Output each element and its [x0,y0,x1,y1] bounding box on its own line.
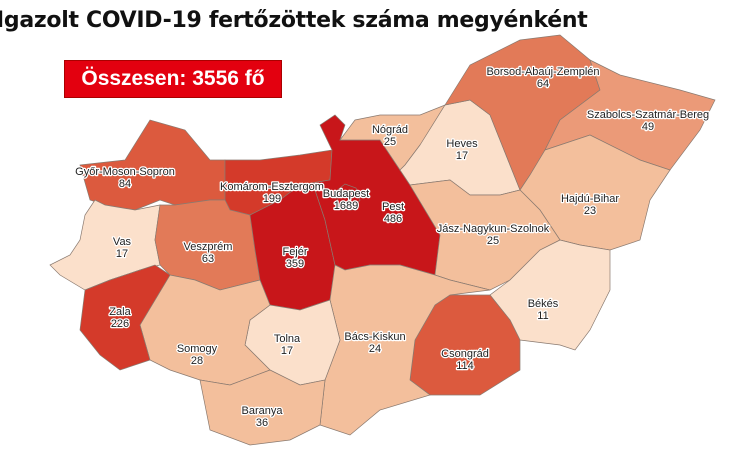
county-value-zala: 226 [111,318,129,330]
county-budapest [334,183,361,211]
county-name-fejer: Fejér [282,246,307,258]
county-value-fejer: 359 [286,258,304,270]
county-name-gyor-moson-sopron: Győr-Moson-Sopron [75,166,175,178]
county-value-heves: 17 [456,150,468,162]
county-value-veszprem: 63 [202,253,214,265]
county-bekes [489,239,611,351]
county-name-somogy: Somogy [177,343,218,355]
county-value-gyor-moson-sopron: 84 [119,178,131,190]
county-name-zala: Zala [109,306,131,318]
county-value-jasz-nagykun-szolnok: 25 [487,235,499,247]
county-value-bacs-kiskun: 24 [369,343,381,355]
county-value-somogy: 28 [191,355,203,367]
county-name-veszprem: Veszprém [184,241,233,253]
county-name-bekes: Békés [528,298,559,310]
county-gyor-moson-sopron [79,119,226,211]
county-value-borsod-abauj-zemplen: 64 [537,78,549,90]
county-name-komarom-esztergom: Komárom-Esztergom [220,181,324,193]
county-value-budapest: 1689 [334,200,358,212]
county-baranya [199,369,326,446]
county-value-szabolcs-szatmar-bereg: 49 [642,121,654,133]
county-value-bekes: 11 [537,310,548,322]
county-value-hajdu-bihar: 23 [584,205,596,217]
county-name-budapest: Budapest [323,188,369,200]
county-name-hajdu-bihar: Hajdú-Bihar [561,193,619,205]
county-name-vas: Vas [113,236,132,248]
county-value-komarom-esztergom: 199 [263,193,281,205]
county-value-nograd: 25 [384,136,396,148]
county-name-csongrad: Csongrád [441,348,489,360]
county-name-szabolcs-szatmar-bereg: Szabolcs-Szatmár-Bereg [587,109,709,121]
county-value-vas: 17 [116,248,128,260]
county-name-nograd: Nógrád [372,124,408,136]
county-value-csongrad: 114 [456,360,474,372]
county-value-baranya: 36 [256,417,268,429]
county-name-baranya: Baranya [242,405,284,417]
county-name-borsod-abauj-zemplen: Borsod-Abaúj-Zemplén [486,66,599,78]
county-value-tolna: 17 [281,345,293,357]
county-somogy [139,274,271,386]
county-name-pest: Pest [382,201,404,213]
county-name-bacs-kiskun: Bács-Kiskun [344,331,405,343]
map-title: Igazolt COVID-19 fertőzöttek száma megyé… [0,8,588,33]
county-name-tolna: Tolna [274,333,301,345]
total-badge: Összesen: 3556 fő [64,60,282,98]
county-value-pest: 486 [384,213,402,225]
county-name-heves: Heves [446,138,478,150]
county-name-jasz-nagykun-szolnok: Jász-Nagykun-Szolnok [437,223,550,235]
county-zala [79,264,171,371]
